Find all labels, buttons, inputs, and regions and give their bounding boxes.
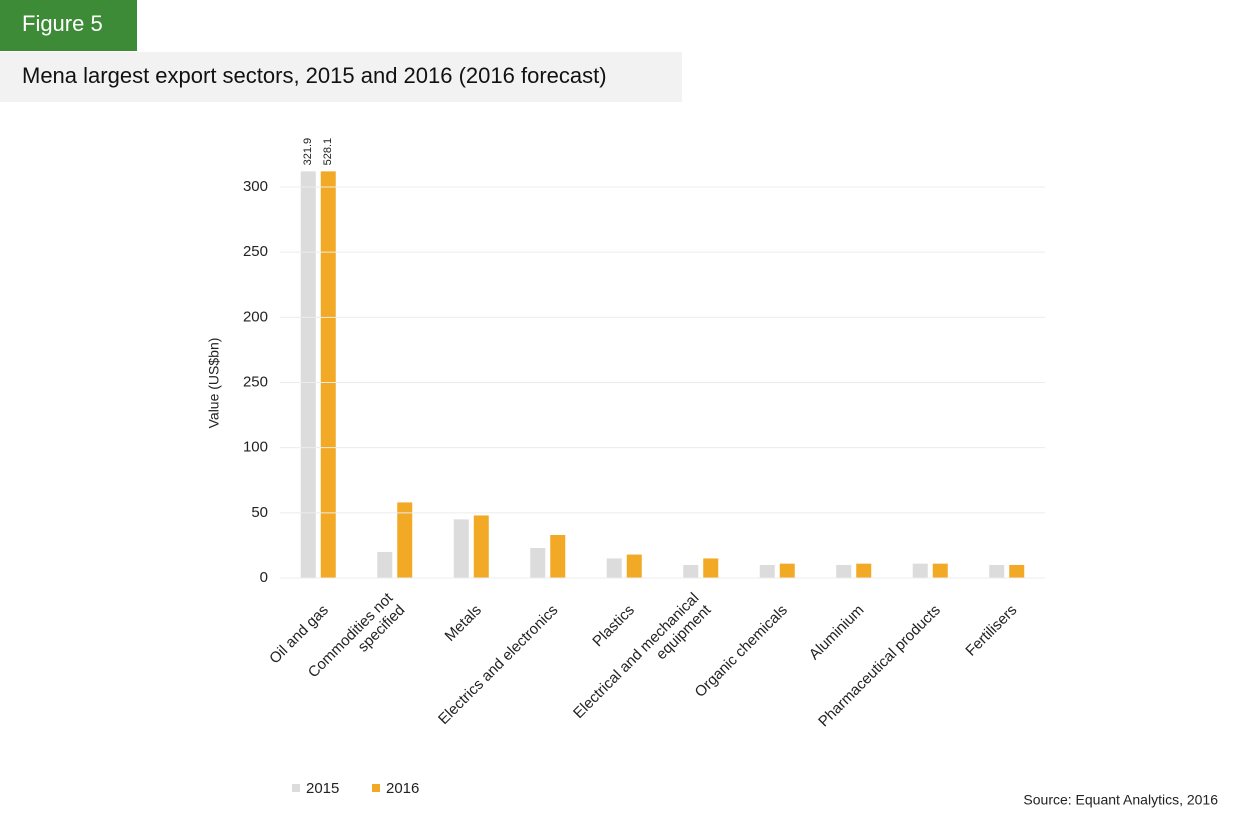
bar xyxy=(703,558,719,578)
bar xyxy=(377,551,393,578)
y-tick-label: 250 xyxy=(243,243,268,260)
bar xyxy=(836,564,852,578)
y-tick-label: 300 xyxy=(243,178,268,195)
bar xyxy=(397,502,413,578)
bars xyxy=(300,171,1025,579)
bar xyxy=(626,554,642,578)
bar xyxy=(856,563,872,578)
bar xyxy=(1009,564,1025,578)
bar xyxy=(530,548,546,578)
y-axis-label: Value (US$bn) xyxy=(206,338,222,429)
bar xyxy=(606,558,622,578)
legend-swatch xyxy=(292,784,300,792)
legend-swatch xyxy=(372,784,380,792)
figure-label: Figure 5 xyxy=(22,11,103,36)
y-tick-label: 50 xyxy=(251,504,268,521)
bar xyxy=(550,534,566,578)
bar xyxy=(300,171,316,578)
x-tick-label: Electrical and mechanicalequipment xyxy=(570,589,715,734)
x-tick-label: Fertilisers xyxy=(962,602,1020,660)
x-tick-label: Pharmaceutical products xyxy=(815,602,944,731)
bar xyxy=(989,564,1005,578)
bar xyxy=(759,564,775,578)
bar xyxy=(932,563,948,578)
x-tick-label: Aluminium xyxy=(806,602,868,664)
source: Source: Equant Analytics, 2016 xyxy=(1023,792,1218,808)
y-tick-label: 250 xyxy=(243,373,268,390)
y-tick-label: 0 xyxy=(260,569,268,586)
chart-title: Mena largest export sectors, 2015 and 20… xyxy=(22,63,607,88)
y-tick-label: 100 xyxy=(243,439,268,456)
bar xyxy=(912,563,928,578)
y-tick-label: 200 xyxy=(243,308,268,325)
value-label: 528.1 xyxy=(322,138,334,166)
bar xyxy=(453,519,469,578)
value-label: 321.9 xyxy=(302,138,314,166)
bar xyxy=(683,564,699,578)
x-tick-label: Metals xyxy=(442,602,485,645)
bar xyxy=(320,171,336,579)
title-box xyxy=(0,52,682,102)
bar xyxy=(779,563,795,578)
legend-label: 2015 xyxy=(306,780,339,797)
legend-label: 2016 xyxy=(386,780,419,797)
figure-label-box xyxy=(0,0,137,51)
bar xyxy=(473,515,489,578)
x-tick-label: Plastics xyxy=(589,602,638,651)
